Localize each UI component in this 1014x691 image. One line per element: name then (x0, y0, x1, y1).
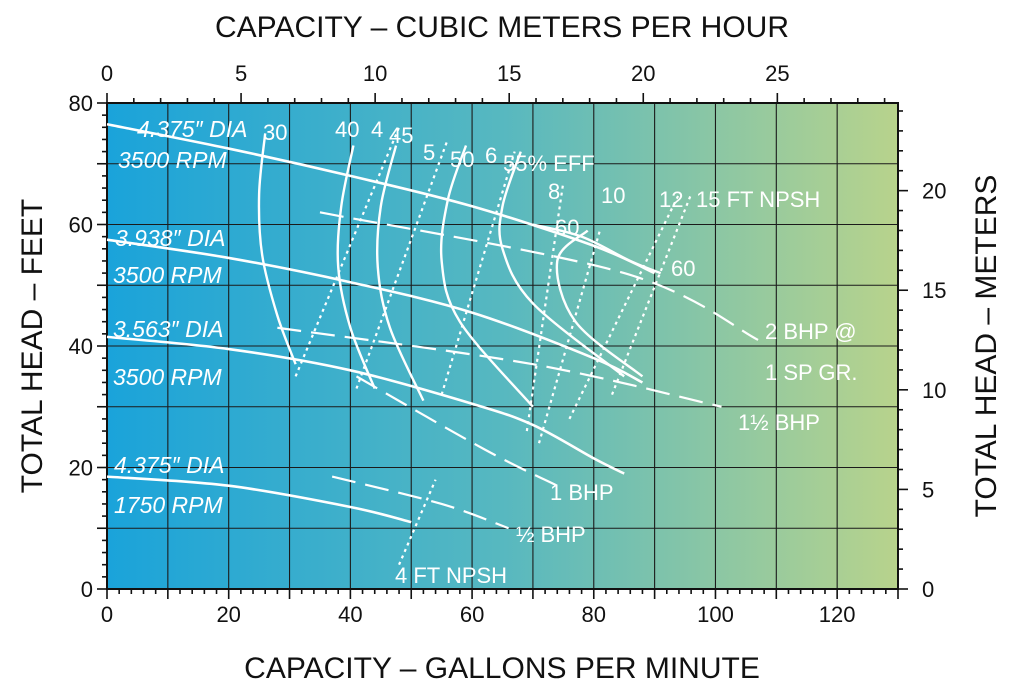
x-tick-label: 80 (582, 602, 606, 627)
npsh-label-5: 5 (423, 140, 435, 165)
bhp-lines (277, 211, 759, 530)
npsh-line (398, 479, 437, 566)
npsh-label-10: 10 (601, 183, 625, 208)
x2-tick-label: 5 (235, 61, 247, 86)
grid (107, 103, 898, 589)
y-tick-label: 80 (69, 91, 93, 116)
npsh-label-4: 4 (371, 117, 383, 142)
x2-tick-label: 20 (631, 61, 655, 86)
y2-tick-label: 10 (922, 378, 946, 403)
x-tick-label: 0 (101, 602, 113, 627)
npsh-line (610, 193, 693, 396)
curve-label-dia-2: 3.938″ DIA (115, 225, 225, 251)
bhp-label-half: ½ BHP (516, 522, 586, 547)
npsh-label-12: 12 (659, 187, 683, 212)
head-curve (106, 335, 625, 475)
efficiency-curve (532, 223, 662, 275)
bhp-label-sp-gr: 1 SP GR. (765, 360, 858, 385)
npsh-label-4ft: 4 FT NPSH (395, 563, 507, 588)
y-tick-label: 40 (69, 334, 93, 359)
y2-tick-label: 0 (922, 577, 934, 602)
efficiency-curve (375, 145, 425, 402)
eff-label-45: 45 (389, 123, 413, 148)
y-axis-title: TOTAL HEAD – FEET (16, 199, 49, 494)
x2-tick-label: 0 (101, 61, 113, 86)
head-curve (106, 475, 412, 524)
y-tick-label: 60 (69, 213, 93, 238)
efficiency-curve (439, 145, 534, 408)
x-axis-title: CAPACITY – GALLONS PER MINUTE (244, 652, 760, 685)
bhp-line (355, 375, 558, 487)
bhp-label-2: 2 BHP @ (765, 319, 857, 344)
x2-tick-label: 25 (765, 61, 789, 86)
y2-tick-label: 20 (922, 179, 946, 204)
eff-label-55: 55% EFF (503, 151, 595, 176)
npsh-lines (294, 126, 693, 566)
eff-label-40: 40 (335, 117, 359, 142)
x-tick-label: 20 (216, 602, 240, 627)
axis-ticks (97, 93, 908, 599)
head-curve (106, 238, 644, 384)
npsh-label-8: 8 (548, 179, 560, 204)
eff-label-60-a: 60 (555, 215, 579, 240)
npsh-label-6: 6 (485, 143, 497, 168)
efficiency-curve (336, 145, 376, 389)
y2-axis-title: TOTAL HEAD – METERS (970, 175, 1003, 518)
y-tick-label: 20 (69, 456, 93, 481)
y2-tick-label: 15 (922, 278, 946, 303)
curve-label-dia-4: 4.375″ DIA (114, 452, 224, 478)
x-tick-label: 40 (338, 602, 362, 627)
efficiency-curve (555, 229, 644, 378)
npsh-line (355, 139, 449, 389)
bhp-line (277, 326, 722, 408)
head-curves (106, 122, 656, 524)
curve-label-dia-3: 3.563″ DIA (113, 316, 223, 342)
bhp-label-1: 1 BHP (550, 480, 614, 505)
curve-label-dia-1: 4.375″ DIA (137, 116, 247, 142)
axis-tick-labels: 0 20 40 60 80 100 120 0 20 40 60 80 0 5 10 15 20 25 0 5 10 15… (69, 61, 947, 627)
eff-label-30: 30 (263, 120, 287, 145)
eff-label-60-b: 60 (671, 256, 695, 281)
efficiency-curve (498, 151, 625, 378)
bhp-line (331, 475, 509, 530)
y-tick-label: 0 (81, 577, 93, 602)
x-tick-label: 100 (697, 602, 734, 627)
curve-label-rpm-1: 3500 RPM (118, 147, 228, 173)
npsh-line (537, 230, 601, 444)
curve-label-rpm-2: 3500 RPM (113, 262, 223, 288)
x-tick-label: 60 (460, 602, 484, 627)
y2-tick-label: 5 (922, 477, 934, 502)
bhp-label-1-5: 1½ BHP (738, 410, 820, 435)
npsh-line (440, 151, 516, 395)
curve-label-rpm-3: 3500 RPM (113, 364, 223, 390)
efficiency-contours (257, 133, 662, 408)
eff-label-50: 50 (450, 147, 474, 172)
x2-tick-label: 10 (363, 61, 387, 86)
npsh-line (294, 126, 401, 377)
x-tick-label: 120 (819, 602, 856, 627)
head-curve (106, 122, 656, 275)
curve-label-rpm-4: 1750 RPM (114, 492, 224, 518)
npsh-label-15: 15 FT NPSH (696, 187, 820, 212)
efficiency-curve (257, 133, 297, 365)
x2-tick-label: 15 (497, 61, 521, 86)
bhp-line (319, 211, 759, 341)
x2-axis-title: CAPACITY – CUBIC METERS PER HOUR (215, 11, 789, 44)
